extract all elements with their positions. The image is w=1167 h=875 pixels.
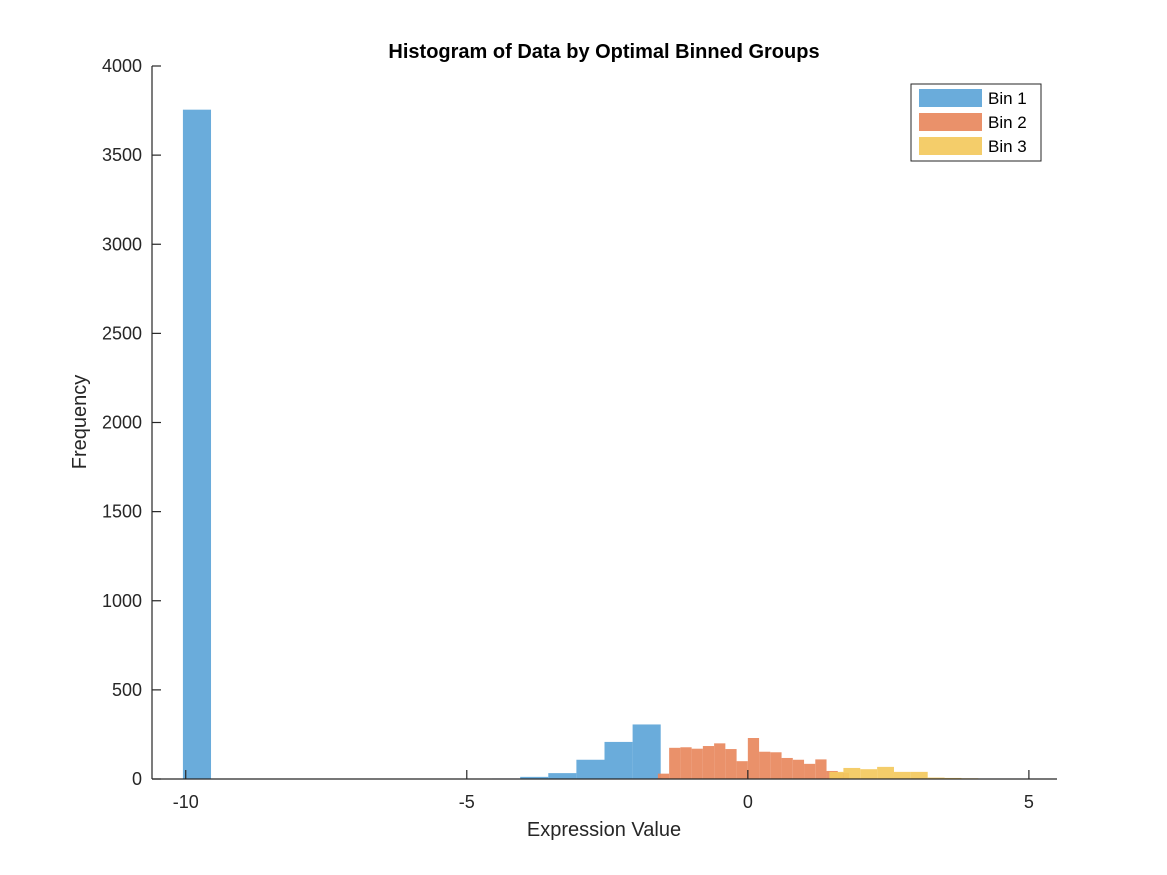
y-tick-label: 3500: [102, 145, 142, 165]
bar-bin-2-8: [747, 738, 760, 779]
bar-bin-2-3: [691, 748, 703, 779]
bar-bin-1-2: [520, 776, 549, 779]
bar-bin-2-12: [792, 759, 805, 779]
y-tick-label: 2000: [102, 413, 142, 433]
y-tick-label: 3000: [102, 234, 142, 254]
legend-label-1: Bin 1: [988, 89, 1027, 108]
bar-bin-2-9: [759, 751, 771, 779]
y-tick-label: 0: [132, 769, 142, 789]
x-ticks: -10 -5 0 5: [173, 770, 1034, 812]
x-tick-label: 0: [743, 792, 753, 812]
bar-bin-1-3: [548, 773, 577, 779]
bar-bin-3-3: [877, 766, 894, 779]
bar-bin-3-5: [910, 771, 928, 779]
bar-bin-2-5: [714, 743, 726, 779]
bar-bin-2-2: [680, 747, 692, 779]
y-tick-label: 2500: [102, 323, 142, 343]
legend-swatch-3: [919, 137, 982, 155]
bar-bin-3-1: [843, 767, 861, 779]
x-tick-label: 5: [1024, 792, 1034, 812]
y-tick-label: 1500: [102, 502, 142, 522]
legend-label-2: Bin 2: [988, 113, 1027, 132]
chart-title: Histogram of Data by Optimal Binned Grou…: [388, 41, 819, 63]
legend-swatch-2: [919, 113, 982, 131]
x-tick-label: -5: [459, 792, 475, 812]
bar-bin-3-0: [829, 771, 844, 779]
legend-swatch-1: [919, 89, 982, 107]
axes: [151, 66, 1057, 780]
bar-bin-3-4: [893, 771, 911, 779]
bars-layer: [182, 109, 996, 779]
bar-bin-1-4: [576, 759, 605, 779]
bar-bin-2-11: [781, 757, 793, 779]
y-ticks: 0 500 1000 1500 2000 2500 3000 3500 4000: [102, 56, 161, 789]
bar-bin-1-6: [632, 724, 661, 779]
y-tick-label: 4000: [102, 56, 142, 76]
legend[interactable]: Bin 1 Bin 2 Bin 3: [910, 83, 1042, 162]
bar-bin-2-0: [657, 773, 670, 779]
y-tick-label: 500: [112, 680, 142, 700]
bar-bin-1-5: [604, 741, 633, 779]
bar-bin-3-2: [860, 769, 878, 779]
bar-bin-2-6: [725, 749, 737, 779]
bar-bin-2-10: [770, 752, 782, 779]
bar-bin-2-1: [669, 747, 681, 779]
bar-bin-2-14: [815, 759, 827, 779]
x-axis-title: Expression Value: [527, 819, 681, 841]
x-tick-label: -10: [173, 792, 199, 812]
y-tick-label: 1000: [102, 591, 142, 611]
bar-bin-1-0: [182, 109, 212, 779]
y-axis-title: Frequency: [69, 375, 91, 470]
bar-bin-2-7: [736, 761, 748, 779]
bar-bin-3-6: [927, 777, 945, 779]
legend-label-3: Bin 3: [988, 137, 1027, 156]
bar-bin-2-13: [804, 763, 816, 779]
bar-bin-2-4: [702, 746, 715, 779]
